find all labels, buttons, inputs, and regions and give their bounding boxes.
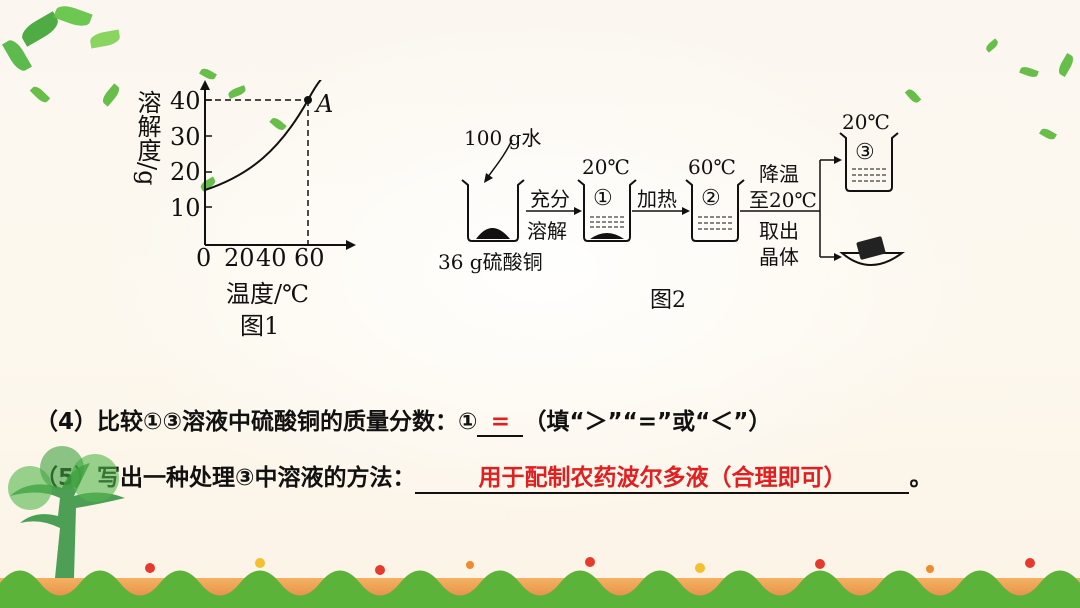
question-4: （4）比较①③溶液中硫酸铜的质量分数：① = （填“＞”“=”或“＜”） <box>35 402 771 437</box>
figure1-point-label: A <box>316 90 334 118</box>
figure2-beaker3-number: ③ <box>855 140 875 165</box>
figure2-beaker2-number: ② <box>701 186 721 211</box>
figure1-x-axis-label: 温度/℃ <box>226 280 309 308</box>
figure1-y-tick-10: 10 <box>170 194 201 222</box>
figure2-step3-line2: 至20℃ <box>749 188 817 212</box>
figure2-step1-bottom: 溶解 <box>527 219 567 243</box>
figure2-caption: 图2 <box>650 288 686 313</box>
figure2-beaker2-temp: 60℃ <box>688 155 736 179</box>
figure1-x-tick-60: 60 <box>294 244 325 272</box>
figure2-beaker3-temp: 20℃ <box>842 110 890 134</box>
question-5-answer: 用于配制农药波尔多液（合理即可） <box>415 458 910 494</box>
figure2-diagram <box>461 132 906 266</box>
figure1-caption: 图1 <box>240 312 280 340</box>
figure1-y-tick-20: 20 <box>170 158 201 186</box>
figure2-step1-top: 充分 <box>530 187 570 211</box>
figure1-x-tick-40: 40 <box>256 244 287 272</box>
question-4-prefix: （4）比较①③溶液中硫酸铜的质量分数：① <box>35 409 478 435</box>
figure1-y-axis-label: 溶解度/g <box>133 90 161 186</box>
question-5-suffix: 。 <box>909 465 933 491</box>
grass-decoration <box>0 557 1080 608</box>
figure1-x-tick-20: 20 <box>224 244 255 272</box>
figure2-step3-line4: 晶体 <box>759 245 799 269</box>
figure2-beaker1-temp: 20℃ <box>582 155 630 179</box>
question-4-suffix: （填“＞”“=”或“＜”） <box>523 409 772 435</box>
background-glow <box>90 10 990 530</box>
figure1-y-tick-40: 40 <box>170 87 201 115</box>
figure1-y-tick-30: 30 <box>170 123 201 151</box>
figure1-chart <box>200 80 356 250</box>
question-4-answer: = <box>477 409 524 437</box>
figure2-beaker1-number: ① <box>593 186 613 211</box>
figure2-step3-line1: 降温 <box>759 162 799 186</box>
question-5: （5）写出一种处理③中溶液的方法： 用于配制农药波尔多液（合理即可）。 <box>35 458 932 494</box>
figure1-x-tick-0: 0 <box>196 244 212 272</box>
figure2-step2-label: 加热 <box>637 187 677 211</box>
tree-decoration <box>8 446 125 578</box>
figure2-step3-line3: 取出 <box>759 219 799 243</box>
figure2-water-label: 100 g水 <box>464 126 542 150</box>
figure2-solute-label: 36 g硫酸铜 <box>438 250 543 274</box>
